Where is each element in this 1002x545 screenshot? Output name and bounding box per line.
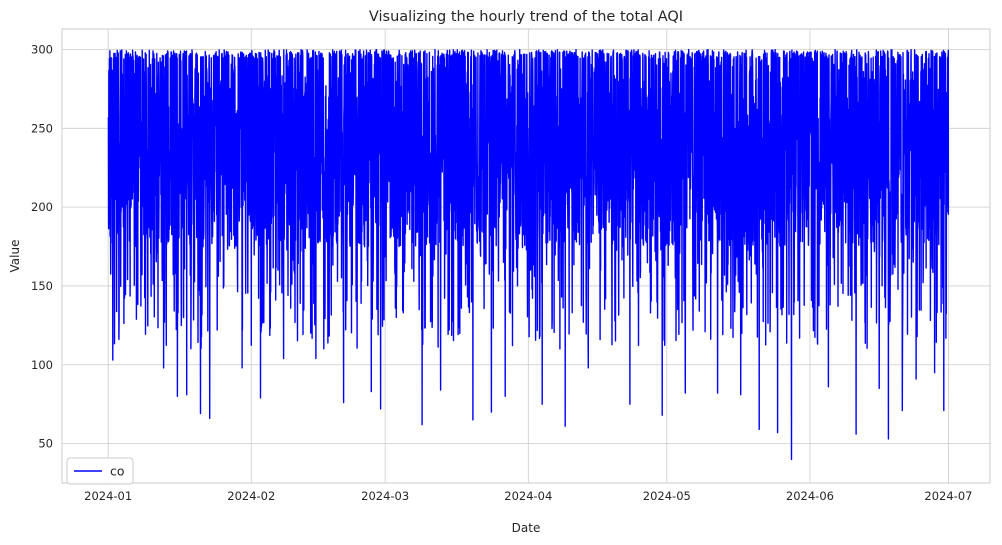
y-tick-label: 50 (38, 437, 53, 451)
x-tick-label: 2024-06 (786, 489, 834, 503)
x-tick-label: 2024-07 (924, 489, 972, 503)
legend: co (66, 457, 134, 485)
y-tick-label: 300 (31, 42, 53, 56)
y-tick-label: 250 (31, 121, 53, 135)
y-tick-label: 150 (31, 279, 53, 293)
plot-border (61, 28, 991, 484)
plot-frame (61, 28, 991, 484)
series-layer (107, 48, 950, 461)
x-tick-label: 2024-03 (361, 489, 409, 503)
y-tick-label: 100 (31, 358, 53, 372)
x-tick-label: 2024-05 (643, 489, 691, 503)
chart-title: Visualizing the hourly trend of the tota… (369, 9, 683, 25)
y-axis-label: Value (8, 240, 22, 273)
tick-labels: 2024-01 2024-02 2024-03 2024-04 2024-05 2024-… (31, 42, 972, 503)
x-tick-label: 2024-04 (504, 489, 552, 503)
x-axis-label: Date (512, 521, 541, 535)
y-tick-label: 200 (31, 200, 53, 214)
x-tick-label: 2024-02 (227, 489, 275, 503)
legend-label: co (110, 464, 125, 479)
x-tick-label: 2024-01 (84, 489, 132, 503)
series-line-co (107, 48, 950, 461)
